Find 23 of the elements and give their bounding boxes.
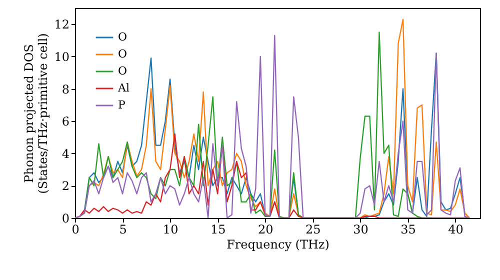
legend-label: P	[118, 98, 126, 112]
y-tick-label: 8	[62, 82, 70, 96]
y-tick-label: 4	[62, 146, 70, 161]
x-tick-label: 25	[306, 222, 321, 236]
x-tick-label: 40	[448, 222, 464, 236]
x-tick-label: 30	[353, 222, 368, 236]
y-tick-label: 2	[62, 179, 70, 194]
legend-label: Al	[117, 82, 130, 94]
y-tick-label: 6	[62, 114, 70, 129]
x-tick-label: 10	[162, 222, 178, 236]
x-tick-label: 20	[258, 222, 274, 236]
y-tick-label: 12	[54, 18, 70, 32]
x-axis-title: Frequency (THz)	[226, 238, 330, 252]
x-tick-label: 15	[210, 222, 226, 236]
legend-label: O	[118, 30, 128, 44]
y-tick-label: 10	[54, 50, 70, 64]
x-tick-label: 5	[119, 222, 127, 236]
legend-label: O	[118, 64, 128, 78]
legend-label: O	[118, 48, 128, 60]
x-tick-label: 0	[72, 222, 80, 236]
x-tick-label: 35	[400, 222, 416, 236]
y-tick-label: 0	[62, 212, 70, 226]
y-axis-title: Phonon projected DOS (States/THz·primitive cell)	[22, 33, 50, 194]
